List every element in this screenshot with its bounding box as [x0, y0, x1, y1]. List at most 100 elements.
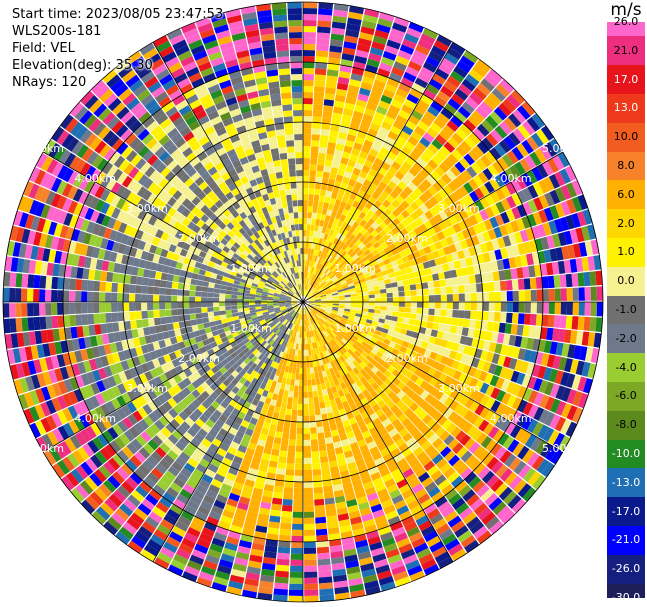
range-gate [346, 184, 354, 193]
range-gate [328, 326, 335, 332]
range-gate [318, 444, 327, 452]
range-gate [300, 355, 303, 362]
range-gate [471, 110, 485, 124]
range-gate [444, 450, 456, 462]
range-gate [45, 303, 52, 316]
range-gate [506, 394, 517, 408]
range-gate [460, 535, 476, 548]
range-gate [332, 112, 343, 120]
range-gate [313, 92, 325, 99]
range-gate [347, 316, 355, 322]
range-gate [314, 303, 321, 306]
range-gate [407, 412, 418, 422]
range-gate [317, 558, 331, 566]
range-gate [476, 530, 492, 544]
range-gate [306, 236, 310, 243]
range-gate [492, 501, 507, 516]
range-gate [314, 303, 321, 305]
range-gate [171, 302, 178, 309]
range-gate [371, 374, 380, 382]
range-gate [521, 101, 536, 116]
range-gate [303, 343, 306, 350]
range-gate [57, 290, 64, 302]
range-gate [347, 282, 355, 287]
range-gate [312, 267, 316, 274]
range-gate [463, 345, 472, 356]
range-gate [386, 251, 394, 259]
range-gate [347, 84, 360, 94]
range-gate [320, 298, 327, 300]
range-gate [306, 367, 311, 374]
range-gate [354, 162, 364, 171]
range-gate [380, 190, 390, 200]
range-gate [589, 317, 597, 332]
range-gate [581, 331, 590, 346]
range-gate [457, 558, 473, 572]
range-gate [313, 293, 320, 298]
range-gate [306, 272, 310, 279]
range-gate [280, 444, 288, 452]
range-gate [327, 203, 335, 211]
range-gate [455, 128, 468, 141]
range-gate [491, 239, 500, 250]
range-gate [498, 270, 506, 281]
range-gate [343, 190, 352, 198]
range-gate [469, 389, 480, 401]
range-gate [413, 446, 424, 457]
range-gate [361, 341, 369, 348]
range-gate [201, 291, 208, 297]
range-gate [335, 326, 342, 333]
range-gate [111, 282, 118, 293]
range-gate [312, 309, 318, 314]
range-gate [374, 305, 381, 310]
range-gate [548, 368, 558, 383]
range-gate [327, 300, 333, 302]
range-gate [375, 340, 384, 347]
range-gate [213, 306, 220, 312]
range-gate [319, 319, 325, 325]
range-gate [379, 12, 395, 22]
range-gate [107, 540, 124, 555]
range-gate [320, 251, 325, 259]
range-gate [467, 265, 475, 275]
range-gate [338, 295, 345, 299]
range-gate [565, 165, 577, 182]
range-gate [402, 125, 414, 136]
range-gate [303, 104, 313, 111]
range-gate [331, 323, 337, 329]
range-gate [476, 141, 489, 154]
range-gate [3, 206, 12, 223]
range-gate [316, 213, 322, 220]
range-gate [554, 302, 561, 315]
range-gate [326, 234, 332, 242]
range-gate [361, 206, 370, 215]
range-gate [509, 425, 522, 439]
range-gate [303, 122, 312, 129]
range-gate [443, 196, 454, 207]
range-gate [423, 89, 437, 101]
range-gate [308, 194, 314, 201]
range-gate [345, 255, 352, 262]
range-gate [349, 153, 359, 162]
range-gate [351, 263, 359, 270]
range-gate [381, 269, 389, 276]
range-gate [454, 110, 467, 123]
range-gate [398, 109, 411, 120]
range-gate [279, 450, 288, 458]
range-gate [339, 257, 346, 264]
range-gate [368, 245, 376, 253]
range-gate [391, 395, 401, 405]
range-gate [554, 288, 561, 301]
range-gate [341, 114, 352, 123]
range-gate [337, 289, 344, 293]
range-gate [547, 275, 555, 289]
range-gate [332, 321, 339, 327]
range-gate [344, 308, 351, 312]
range-gate [314, 80, 326, 88]
range-gate [543, 249, 552, 263]
range-gate [320, 317, 327, 322]
range-gate [312, 110, 323, 117]
range-gate [349, 362, 356, 370]
range-gate [551, 261, 560, 275]
range-gate [355, 357, 363, 365]
